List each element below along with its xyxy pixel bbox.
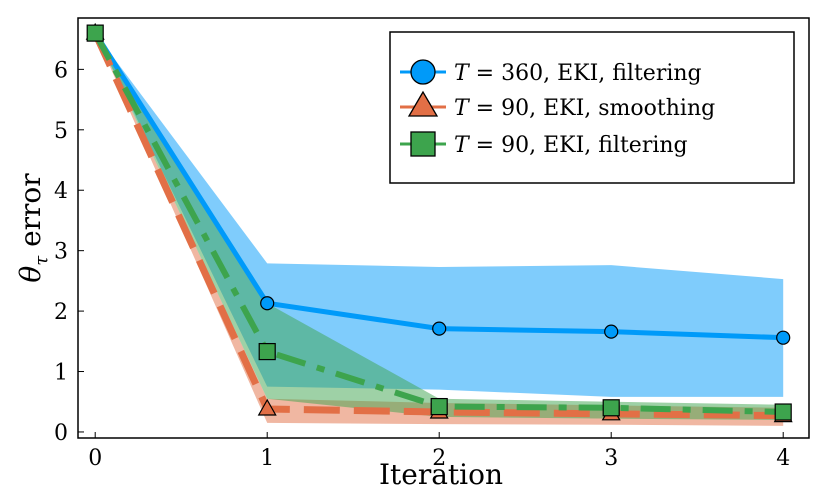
y-tick-label-0: 0 [54, 421, 68, 446]
x-tick-label-2: 2 [432, 446, 446, 471]
marker-square-2 [430, 397, 448, 416]
y-axis-label-theta: θ [14, 266, 47, 283]
series-markers [85, 22, 793, 423]
y-tick-label-4: 4 [54, 179, 68, 204]
x-tick-label-4: 4 [776, 446, 790, 471]
y-axis-label-rest: error [14, 173, 47, 256]
legend-label-t360-filtering: T = 360, EKI, filtering [454, 61, 702, 86]
y-tick-label-3: 3 [54, 240, 68, 265]
legend-marker-circle [410, 59, 436, 85]
x-tick-label-1: 1 [260, 446, 274, 471]
x-tick-labels: 0 1 2 3 4 [88, 446, 790, 471]
legend-var-0: T [454, 61, 471, 86]
axis-ticks [78, 68, 784, 438]
y-tick-label-5: 5 [54, 119, 68, 144]
legend-label-t90-smoothing: T = 90, EKI, smoothing [454, 96, 715, 121]
legend-box [389, 31, 795, 184]
marker-square-1 [258, 342, 276, 361]
legend-rest-1: = 90, EKI, smoothing [469, 96, 716, 121]
legend-marker-square [410, 131, 436, 157]
y-tick-labels: 0 1 2 3 4 5 6 [54, 58, 68, 446]
y-tick-label-6: 6 [54, 58, 68, 83]
marker-square-3 [602, 399, 620, 417]
legend-var-2: T [454, 133, 471, 158]
legend-rest-2: = 90, EKI, filtering [469, 133, 688, 158]
band-t90-filtering [95, 33, 784, 420]
x-axis-label: Iteration [379, 458, 503, 491]
x-tick-label-0: 0 [88, 446, 102, 471]
marker-circle-2 [432, 321, 447, 336]
marker-square-0 [86, 24, 104, 42]
marker-circle-3 [604, 324, 619, 339]
plot-frame [77, 17, 810, 439]
legend-rest-0: = 360, EKI, filtering [469, 61, 702, 86]
y-tick-label-2: 2 [54, 300, 68, 325]
marker-square-4 [774, 403, 792, 421]
x-tick-label-3: 3 [604, 446, 618, 471]
marker-triangle-1 [257, 398, 277, 416]
legend-marker-triangle [407, 90, 439, 117]
legend-label-t90-filtering: T = 90, EKI, filtering [454, 133, 688, 158]
y-axis-label: θτ error [14, 173, 52, 283]
legend: T = 360, EKI, filtering T = 90, EKI, smo… [389, 31, 795, 184]
marker-circle-1 [260, 296, 275, 311]
y-axis-label-sub: τ [31, 255, 52, 266]
y-tick-label-1: 1 [54, 361, 68, 386]
marker-circle-4 [776, 330, 791, 345]
legend-var-1: T [454, 96, 471, 121]
